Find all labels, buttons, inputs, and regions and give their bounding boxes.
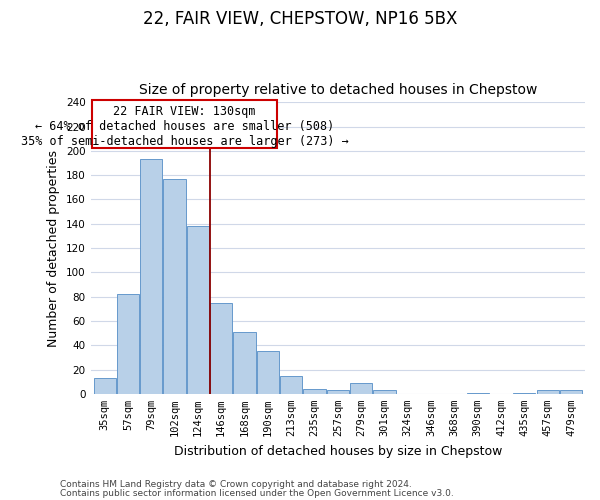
Bar [187,226,209,394]
FancyBboxPatch shape [92,100,277,148]
Bar [210,302,232,394]
Bar [163,179,185,394]
Bar [373,390,395,394]
Bar [233,332,256,394]
Text: 35% of semi-detached houses are larger (273) →: 35% of semi-detached houses are larger (… [20,135,349,148]
Title: Size of property relative to detached houses in Chepstow: Size of property relative to detached ho… [139,83,537,97]
Bar [513,392,535,394]
Bar [350,383,372,394]
Text: ← 64% of detached houses are smaller (508): ← 64% of detached houses are smaller (50… [35,120,334,133]
Bar [560,390,582,394]
X-axis label: Distribution of detached houses by size in Chepstow: Distribution of detached houses by size … [173,444,502,458]
Bar [304,389,326,394]
Bar [467,392,489,394]
Bar [117,294,139,394]
Text: Contains HM Land Registry data © Crown copyright and database right 2024.: Contains HM Land Registry data © Crown c… [60,480,412,489]
Bar [536,390,559,394]
Bar [94,378,116,394]
Bar [140,160,163,394]
Y-axis label: Number of detached properties: Number of detached properties [47,150,61,346]
Bar [257,352,279,394]
Bar [327,390,349,394]
Bar [280,376,302,394]
Text: Contains public sector information licensed under the Open Government Licence v3: Contains public sector information licen… [60,489,454,498]
Text: 22, FAIR VIEW, CHEPSTOW, NP16 5BX: 22, FAIR VIEW, CHEPSTOW, NP16 5BX [143,10,457,28]
Text: 22 FAIR VIEW: 130sqm: 22 FAIR VIEW: 130sqm [113,105,256,118]
